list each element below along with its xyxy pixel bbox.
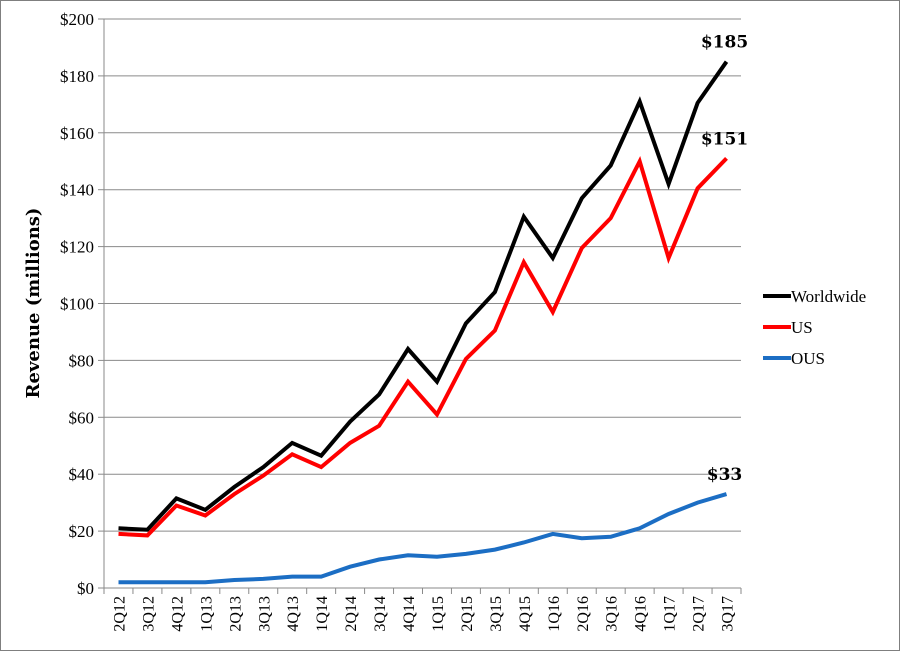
axes <box>103 19 742 594</box>
x-tick-label: 3Q17 <box>720 596 737 632</box>
y-tick-label: $160 <box>60 124 94 143</box>
end-value-labels: $185 $151 $33 <box>701 33 748 485</box>
x-tick-label: 2Q12 <box>111 596 128 632</box>
y-tick-label: $140 <box>60 181 94 200</box>
y-tick-labels: $0 $20 $40 $60 $80 $100 $120 $140 $160 $180 $200 <box>60 10 94 598</box>
x-tick-label: 1Q17 <box>662 596 679 632</box>
x-tick-label: 1Q13 <box>198 596 215 632</box>
x-tick-label: 4Q12 <box>169 596 186 632</box>
series-line-us <box>118 155 728 538</box>
x-tick-label: 4Q16 <box>633 596 650 632</box>
x-tick-label: 3Q14 <box>372 596 389 632</box>
legend: Worldwide US OUS <box>763 287 866 368</box>
x-tick-labels: 2Q12 3Q12 4Q12 1Q13 2Q13 3Q13 4Q13 1Q14 2Q14 3Q14… <box>111 596 736 632</box>
legend-label: US <box>791 318 813 337</box>
y-axis-title: Revenue (millions) <box>23 208 44 399</box>
x-tick-label: 3Q15 <box>488 596 505 632</box>
x-tick-label: 3Q16 <box>604 596 621 632</box>
y-tick-label: $60 <box>69 408 95 427</box>
legend-label: Worldwide <box>791 287 866 306</box>
legend-label: OUS <box>791 349 825 368</box>
x-tick-label: 4Q14 <box>401 596 418 632</box>
end-value-label: $33 <box>707 465 743 485</box>
y-tick-label: $40 <box>69 465 95 484</box>
x-tick-label: 3Q13 <box>256 596 273 632</box>
gridlines <box>98 18 741 589</box>
series-lines <box>118 60 729 585</box>
end-value-label: $151 <box>701 129 748 149</box>
x-tick-label: 4Q15 <box>517 596 534 632</box>
y-tick-label: $120 <box>60 238 94 257</box>
y-tick-label: $80 <box>69 351 95 370</box>
x-tick-label: 2Q15 <box>459 596 476 632</box>
y-tick-label: $180 <box>60 67 94 86</box>
series-line-ous <box>118 492 728 585</box>
y-tick-label: $100 <box>60 295 94 314</box>
x-tick-label: 3Q12 <box>140 596 157 632</box>
x-tick-label: 1Q14 <box>314 596 331 632</box>
x-tick-label: 2Q17 <box>691 596 708 632</box>
y-tick-label: $0 <box>77 579 94 598</box>
x-tick-label: 1Q16 <box>546 596 563 632</box>
x-tick-label: 2Q14 <box>343 596 360 632</box>
y-tick-label: $20 <box>69 522 95 541</box>
x-tick-label: 2Q16 <box>575 596 592 632</box>
x-tick-label: 4Q13 <box>285 596 302 632</box>
x-tick-label: 2Q13 <box>227 596 244 632</box>
series-line-worldwide <box>118 60 729 532</box>
end-value-label: $185 <box>701 33 748 53</box>
y-tick-label: $200 <box>60 10 94 29</box>
x-tick-label: 1Q15 <box>430 596 447 632</box>
